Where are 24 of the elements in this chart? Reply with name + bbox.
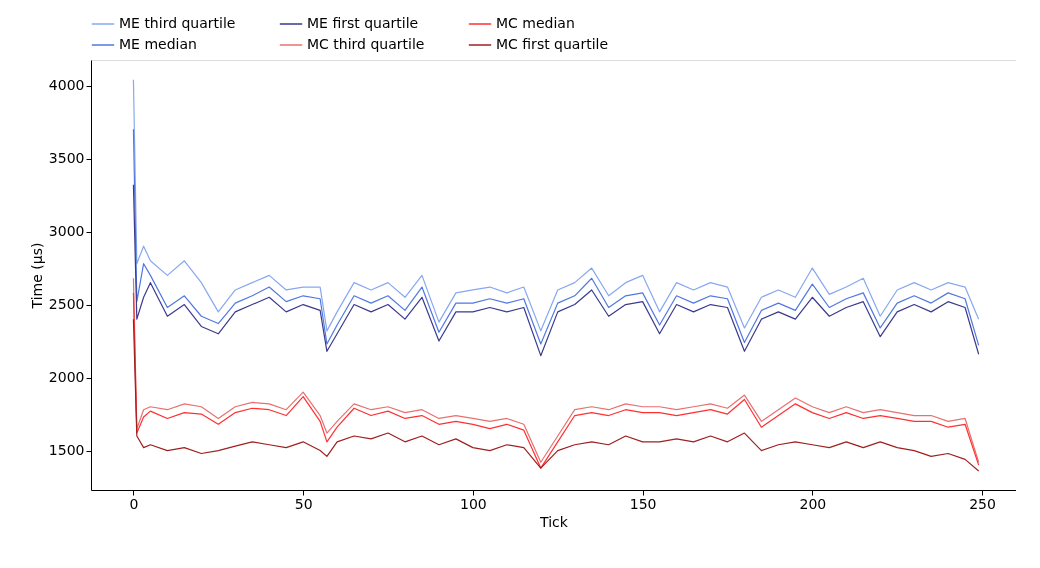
x-tick-label: 250 xyxy=(969,495,996,512)
y-tick-label: 3500 xyxy=(48,150,85,167)
x-tick-label: 0 xyxy=(129,495,139,512)
y-tick-label: 3000 xyxy=(48,223,85,240)
x-tick-label: 200 xyxy=(799,495,827,512)
y-tick-label: 2500 xyxy=(48,296,85,313)
line-series xyxy=(132,318,980,472)
line-series xyxy=(132,128,980,347)
x-tick-label: 50 xyxy=(294,495,313,512)
line-series xyxy=(132,184,980,357)
y-tick-label: 1500 xyxy=(48,442,85,459)
y-tick-label: 4000 xyxy=(48,77,85,94)
legend-label: ME third quartile xyxy=(119,15,236,31)
y-axis-title: Time (µs) xyxy=(28,242,45,310)
x-tick-label: 150 xyxy=(629,495,657,512)
legend-label: ME median xyxy=(119,36,197,52)
x-tick-label: 100 xyxy=(460,495,487,512)
y-tick-label: 2000 xyxy=(48,369,85,386)
line-series xyxy=(132,79,980,332)
x-axis-title: Tick xyxy=(539,513,569,530)
legend-label: ME first quartile xyxy=(307,15,419,31)
legend-label: MC third quartile xyxy=(307,36,425,52)
legend-label: MC median xyxy=(496,15,575,31)
legend-label: MC first quartile xyxy=(496,36,609,52)
